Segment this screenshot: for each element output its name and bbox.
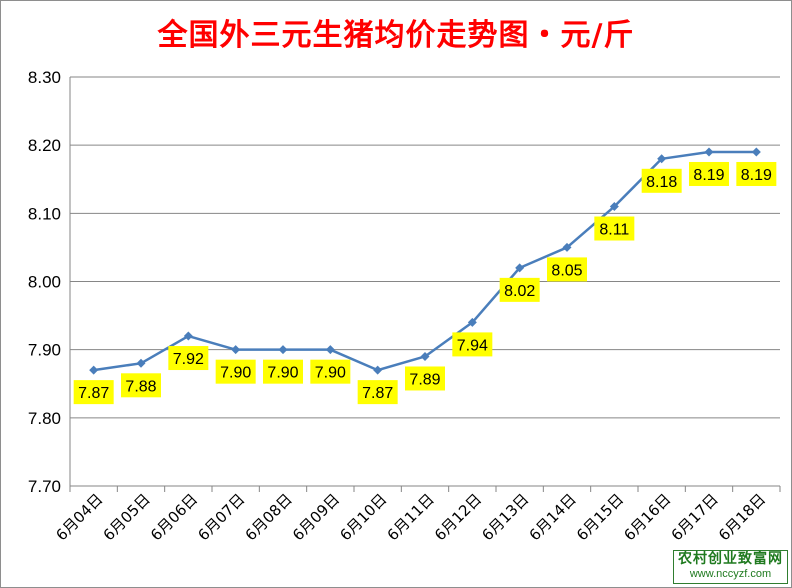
x-tick-label: 6月05日	[100, 490, 154, 544]
y-tick-label: 7.80	[28, 409, 61, 428]
x-tick-label: 6月06日	[147, 490, 201, 544]
data-label-box	[641, 168, 682, 193]
data-point	[562, 242, 572, 252]
x-tick-label: 6月04日	[52, 490, 106, 544]
data-point	[325, 345, 335, 355]
data-point	[420, 351, 430, 361]
x-tick-label: 6月07日	[194, 490, 248, 544]
data-label-box	[263, 359, 303, 384]
data-label: 7.90	[220, 365, 251, 382]
data-point	[515, 263, 525, 273]
y-tick-label: 8.30	[28, 68, 61, 87]
data-label: 7.90	[315, 365, 346, 382]
data-label-box	[689, 161, 729, 186]
x-tick-label: 6月10日	[336, 490, 390, 544]
data-point	[467, 317, 477, 327]
x-tick-label: 6月18日	[715, 490, 769, 544]
data-label-box	[121, 373, 161, 398]
data-label-box	[310, 359, 351, 384]
data-label-box	[736, 161, 777, 186]
data-label: 7.87	[78, 385, 109, 402]
data-label-box	[499, 277, 540, 302]
data-label: 7.94	[457, 337, 488, 354]
x-tick-label: 6月13日	[478, 490, 532, 544]
x-tick-label: 6月08日	[242, 490, 296, 544]
data-label: 8.02	[504, 283, 535, 300]
site-watermark: 农村创业致富网 www.nccyzf.com	[673, 550, 788, 584]
data-point	[231, 345, 241, 355]
data-point	[609, 202, 619, 212]
data-point	[373, 365, 383, 375]
x-tick-label: 6月16日	[620, 490, 674, 544]
data-label-box	[73, 380, 114, 405]
data-label-box	[215, 359, 256, 384]
data-label: 7.92	[173, 351, 204, 368]
x-tick-label: 6月15日	[573, 490, 627, 544]
chart-title: 全国外三元生猪均价走势图・元/斤	[157, 18, 635, 53]
data-label-box	[357, 380, 398, 405]
data-label: 8.05	[551, 262, 582, 279]
x-tick-label: 6月17日	[668, 490, 722, 544]
data-label: 7.89	[409, 371, 440, 388]
x-tick-label: 6月12日	[431, 490, 485, 544]
data-label: 8.19	[741, 167, 772, 184]
data-label-box	[594, 216, 635, 241]
data-label: 7.87	[362, 385, 393, 402]
data-point	[183, 331, 193, 341]
data-label-box	[168, 346, 209, 371]
data-label: 8.11	[599, 222, 629, 239]
y-tick-label: 8.00	[28, 273, 61, 292]
data-label: 7.90	[267, 365, 298, 382]
data-label-box	[405, 366, 445, 391]
data-label: 7.88	[125, 378, 156, 395]
data-point	[704, 147, 714, 157]
x-tick-label: 6月11日	[384, 490, 438, 544]
y-tick-label: 8.20	[28, 136, 61, 155]
y-tick-label: 7.90	[28, 341, 61, 360]
data-point	[89, 365, 99, 375]
watermark-name: 农村创业致富网	[678, 551, 783, 567]
data-point	[278, 345, 288, 355]
data-label-box	[547, 257, 587, 282]
data-point	[657, 154, 667, 164]
y-tick-label: 8.10	[28, 204, 61, 223]
x-tick-label: 6月14日	[526, 490, 580, 544]
x-tick-label: 6月09日	[289, 490, 343, 544]
data-point	[136, 358, 146, 368]
data-label-box	[452, 332, 493, 357]
data-label: 8.19	[693, 167, 724, 184]
data-label: 8.18	[646, 174, 677, 191]
y-tick-label: 7.70	[28, 477, 61, 496]
data-point	[751, 147, 761, 157]
watermark-url: www.nccyzf.com	[689, 568, 772, 580]
